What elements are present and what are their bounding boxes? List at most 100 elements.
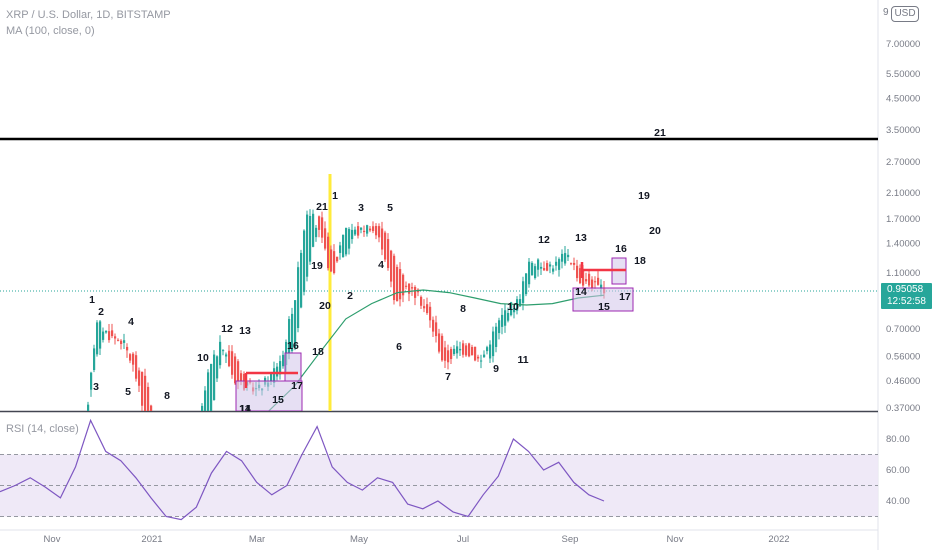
candle-body [420, 296, 423, 306]
candle-body [495, 326, 498, 347]
candle-body [441, 335, 444, 361]
candle-body [525, 273, 528, 295]
candle-body [147, 386, 150, 411]
candle-body [510, 302, 513, 316]
wave-label: 4 [128, 316, 134, 328]
rsi-tick-label: 40.00 [886, 496, 910, 507]
candle-body [132, 353, 135, 365]
candle-body [87, 404, 90, 411]
candle-body [384, 232, 387, 260]
candle-body [501, 314, 504, 327]
candle-body [540, 266, 543, 269]
candle-body [552, 268, 555, 272]
wave-label: 15 [598, 301, 610, 313]
candle-body [330, 249, 333, 272]
candle-body [399, 269, 402, 300]
wave-label: 18 [634, 255, 646, 267]
candle-body [351, 229, 354, 240]
candle-body [375, 225, 378, 236]
candle-body [294, 300, 297, 348]
last-price-tag: 0.95058 12:52:58 [881, 283, 932, 309]
candle-body [549, 264, 552, 267]
candle-body [117, 339, 120, 341]
candle-body [357, 226, 360, 236]
wave-label: 17 [291, 380, 303, 392]
candle-body [396, 266, 399, 302]
candle-body [111, 330, 114, 337]
candle-body [423, 306, 426, 309]
candle-body [90, 372, 93, 390]
candle-body [339, 245, 342, 253]
candle-body [318, 216, 321, 230]
ma-legend[interactable]: MA (100, close, 0) [6, 25, 95, 37]
price-tick-label: 4.50000 [886, 94, 920, 105]
candle-body [393, 255, 396, 301]
candle-body [144, 375, 147, 411]
currency-scale-button[interactable]: USD [891, 6, 919, 22]
wave-label: 4 [378, 259, 384, 271]
candle-body [309, 216, 312, 262]
candle-body [414, 287, 417, 298]
candle-body [273, 368, 276, 383]
candle-body [591, 279, 594, 289]
candle-body [477, 356, 480, 359]
candle-body [300, 252, 303, 308]
candle-body [492, 331, 495, 357]
candle-body [435, 322, 438, 337]
candle-body [534, 266, 537, 279]
candle-body [360, 227, 363, 230]
time-tick-label: Mar [249, 534, 265, 545]
candle-body [429, 306, 432, 321]
time-tick-label: 2022 [768, 534, 789, 545]
candle-body [138, 370, 141, 386]
symbol-legend[interactable]: XRP / U.S. Dollar, 1D, BITSTAMP [6, 9, 171, 21]
wave-label: 20 [319, 300, 331, 312]
candle-body [129, 354, 132, 361]
price-tick-label: 1.10000 [886, 268, 920, 279]
candle-body [474, 346, 477, 361]
candle-body [468, 343, 471, 357]
candle-body [327, 236, 330, 269]
candle-body [573, 262, 576, 265]
candle-body [153, 423, 155, 445]
candle-body [462, 343, 465, 355]
candle-body [201, 405, 204, 411]
candle-body [141, 371, 144, 406]
ma-100-line [267, 289, 605, 411]
candle-body [210, 363, 213, 411]
pattern-box [284, 352, 302, 382]
candle-body [564, 253, 567, 264]
price-scale-top-label: 9 [883, 7, 889, 18]
wave-label: 3 [358, 202, 364, 214]
time-tick-label: May [350, 534, 368, 545]
candle-body [297, 267, 300, 328]
rsi-tick-label: 60.00 [886, 465, 910, 476]
candle-body [507, 312, 510, 321]
wave-label: 13 [239, 325, 251, 337]
time-tick-label: Nov [667, 534, 684, 545]
candle-body [543, 268, 546, 271]
time-tick-label: Jul [457, 534, 469, 545]
candle-body [270, 373, 273, 381]
candle-body [597, 277, 600, 285]
candle-body [483, 354, 486, 358]
candle-body [408, 283, 411, 294]
candle-body [381, 228, 384, 250]
wave-label: 13 [575, 232, 587, 244]
rsi-legend[interactable]: RSI (14, close) [6, 423, 79, 435]
candle-body [456, 346, 459, 354]
candle-body [312, 213, 315, 247]
wave-label: 14 [239, 403, 251, 415]
candle-body [555, 261, 558, 266]
candle-body [498, 320, 501, 334]
wave-label: 6 [396, 341, 402, 353]
candle-body [600, 284, 603, 289]
candle-body [459, 348, 462, 351]
candle-body [594, 281, 597, 283]
candle-body [105, 330, 108, 333]
price-tick-label: 1.70000 [886, 214, 920, 225]
wave-label: 19 [638, 190, 650, 202]
wave-label: 10 [507, 301, 519, 313]
